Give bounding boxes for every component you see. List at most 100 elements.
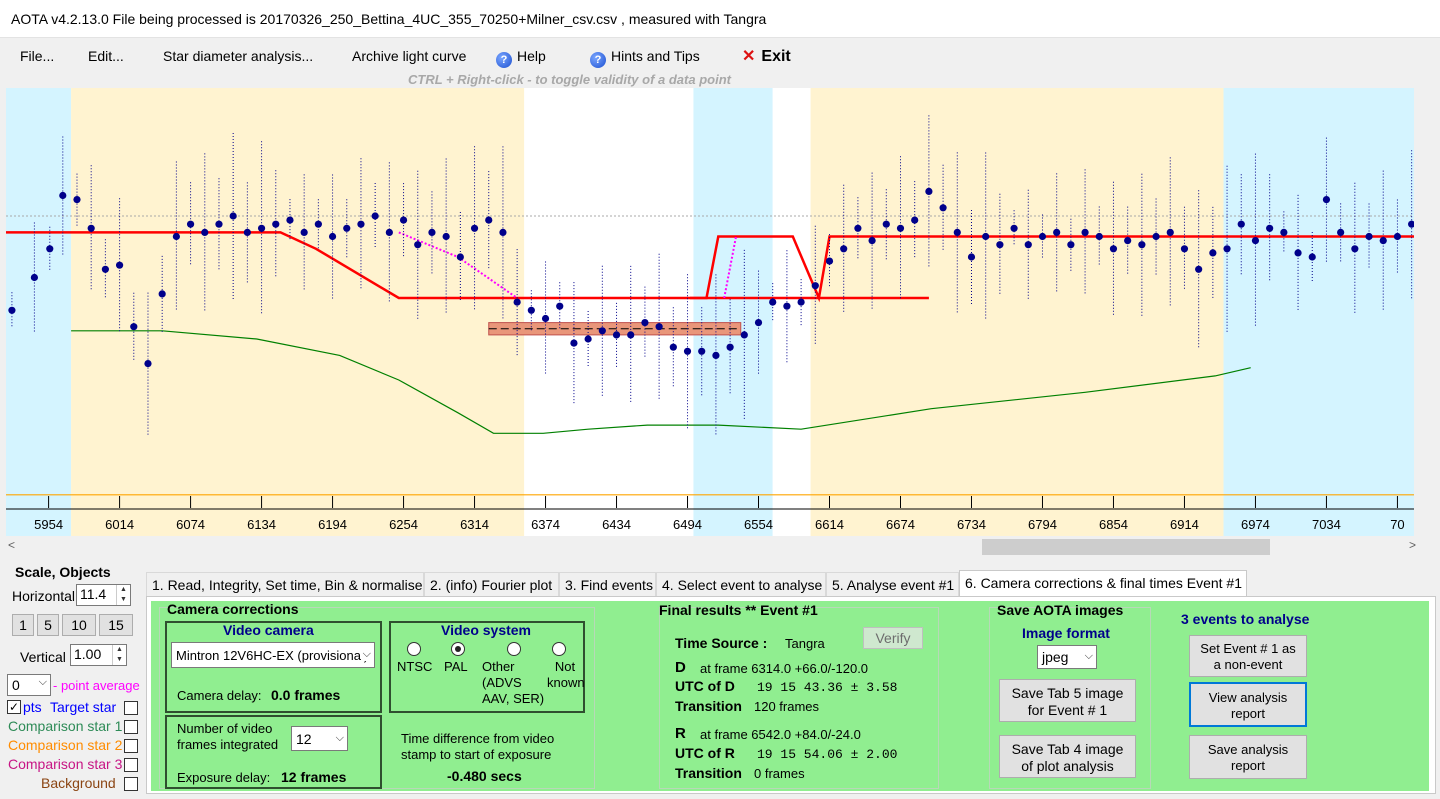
series-line-1 (6, 231, 929, 300)
pts-checkbox[interactable]: ✓ (7, 700, 21, 714)
save-tab4-image-button[interactable]: Save Tab 4 image of plot analysis (999, 735, 1136, 778)
data-point (357, 220, 365, 228)
spin-down-icon[interactable]: ▼ (116, 595, 130, 605)
data-point (811, 282, 819, 290)
light-curve-plot[interactable]: 5954 6014 6074 6134 6194 6254 6314 6374 6434 6494… (6, 88, 1414, 536)
comparison-star-3-checkbox[interactable] (124, 758, 138, 772)
menu-help[interactable]: ? Help (496, 48, 546, 68)
data-point (158, 290, 166, 298)
radio-not-known[interactable] (552, 642, 566, 656)
menu-edit[interactable]: Edit... (88, 48, 124, 64)
save-tab5-image-button[interactable]: Save Tab 5 image for Event # 1 (999, 679, 1136, 722)
comparison-star-1-checkbox[interactable] (124, 720, 138, 734)
spin-down-icon[interactable]: ▼ (112, 655, 126, 665)
data-point (172, 232, 180, 241)
radio-ntsc[interactable] (407, 642, 421, 656)
data-point (1294, 249, 1302, 257)
set-non-event-button[interactable]: Set Event # 1 as a non-event (1189, 635, 1307, 677)
zoom-1-button[interactable]: 1 (12, 614, 34, 636)
x-tick-label: 6434 (602, 517, 631, 532)
spin-up-icon[interactable]: ▲ (116, 585, 130, 595)
r-label: R (675, 725, 686, 742)
save-images-title: Save AOTA images (997, 602, 1124, 618)
data-point (115, 261, 124, 269)
data-point (840, 245, 848, 253)
tab-select-event[interactable]: 4. Select event to analyse (656, 572, 826, 596)
menu-exit-label: Exit (761, 48, 791, 65)
vertical-spinner[interactable]: 1.00 ▲ ▼ (70, 644, 127, 666)
vertical-scrollbar[interactable] (1420, 88, 1440, 536)
x-tick-label: 6794 (1028, 517, 1057, 532)
point-average-select[interactable]: 0 ⌵ (7, 674, 51, 696)
horizontal-label: Horizontal (12, 588, 76, 604)
menu-exit[interactable]: ✕ Exit (742, 46, 791, 66)
final-results-group (659, 607, 939, 789)
exposure-delay-value: 12 frames (281, 769, 347, 785)
data-point (328, 232, 337, 241)
data-point (598, 327, 606, 335)
target-star-checkbox[interactable] (124, 701, 138, 715)
tab-find-events[interactable]: 3. Find events (559, 572, 656, 596)
exit-x-icon: ✕ (742, 48, 756, 65)
data-point (73, 196, 81, 204)
d-frame-value: at frame 6314.0 +66.0/-120.0 (700, 661, 869, 676)
frames-integrated-select[interactable]: 12 ⌵ (291, 726, 348, 751)
target-star-label: Target star (50, 699, 117, 715)
menu-help-label: Help (517, 48, 546, 64)
spin-up-icon[interactable]: ▲ (112, 645, 126, 655)
image-format-select[interactable]: jpeg ⌵ (1037, 645, 1097, 669)
data-point (769, 298, 777, 306)
menu-star-diameter[interactable]: Star diameter analysis... (163, 48, 314, 64)
transition-r-label: Transition (675, 765, 742, 781)
data-point (8, 306, 16, 314)
background-band (6, 88, 72, 536)
tab-fourier-plot[interactable]: 2. (info) Fourier plot (424, 572, 559, 596)
radio-pal-label: PAL (444, 659, 468, 674)
menu-archive-light-curve[interactable]: Archive light curve (352, 48, 467, 64)
background-checkbox[interactable] (124, 777, 138, 791)
scroll-thumb[interactable] (982, 539, 1270, 555)
x-tick-label: 6134 (247, 517, 276, 532)
camera-delay-label: Camera delay: (177, 688, 262, 703)
zoom-15-button[interactable]: 15 (99, 614, 133, 636)
data-point (925, 187, 933, 195)
background-band (1223, 88, 1414, 536)
data-point (740, 331, 748, 339)
chevron-down-icon: ⌵ (335, 732, 344, 744)
zoom-5-button[interactable]: 5 (37, 614, 59, 636)
data-point (371, 212, 379, 220)
frames-integrated-group (165, 715, 382, 789)
data-point (1166, 228, 1174, 236)
comparison-star-2-checkbox[interactable] (124, 739, 138, 753)
data-point (1010, 224, 1018, 232)
radio-other[interactable] (507, 642, 521, 656)
video-camera-select[interactable]: Mintron 12V6HC-EX (provisional) ⌵ (171, 642, 375, 668)
data-point (144, 360, 152, 368)
scroll-left-arrow-icon[interactable]: < (8, 538, 16, 552)
view-analysis-report-button[interactable]: View analysis report (1189, 682, 1307, 727)
background-band (71, 88, 525, 536)
data-point (1038, 232, 1047, 241)
data-point (1251, 237, 1260, 245)
scale-objects-panel: Scale, Objects Horizontal 11.4 ▲ ▼ 1 5 1… (0, 560, 146, 799)
data-point (1266, 224, 1274, 232)
light-curve-svg[interactable]: 5954 6014 6074 6134 6194 6254 6314 6374 6434 6494… (6, 88, 1414, 536)
menu-hints[interactable]: ? Hints and Tips (590, 48, 700, 68)
verify-button[interactable]: Verify (863, 627, 923, 649)
save-analysis-report-button[interactable]: Save analysis report (1189, 735, 1307, 779)
data-point (1152, 232, 1160, 241)
tab-read-integrity[interactable]: 1. Read, Integrity, Set time, Bin & norm… (146, 572, 424, 596)
tab-analyse-event[interactable]: 5. Analyse event #1 (826, 572, 959, 596)
tab-camera-corrections[interactable]: 6. Camera corrections & final times Even… (959, 570, 1247, 597)
horizontal-spinner[interactable]: 11.4 ▲ ▼ (76, 584, 131, 606)
horizontal-scrollbar[interactable]: < > (6, 538, 1420, 556)
data-point (456, 253, 464, 261)
scroll-right-arrow-icon[interactable]: > (1408, 538, 1416, 552)
background-label: Background (41, 775, 116, 791)
radio-pal[interactable] (451, 642, 465, 656)
data-point (698, 347, 706, 355)
tab-panel-camera-corrections: Camera corrections Video camera Mintron … (146, 596, 1436, 794)
data-point (1195, 265, 1203, 273)
zoom-10-button[interactable]: 10 (62, 614, 96, 636)
menu-file[interactable]: File... (20, 48, 55, 64)
